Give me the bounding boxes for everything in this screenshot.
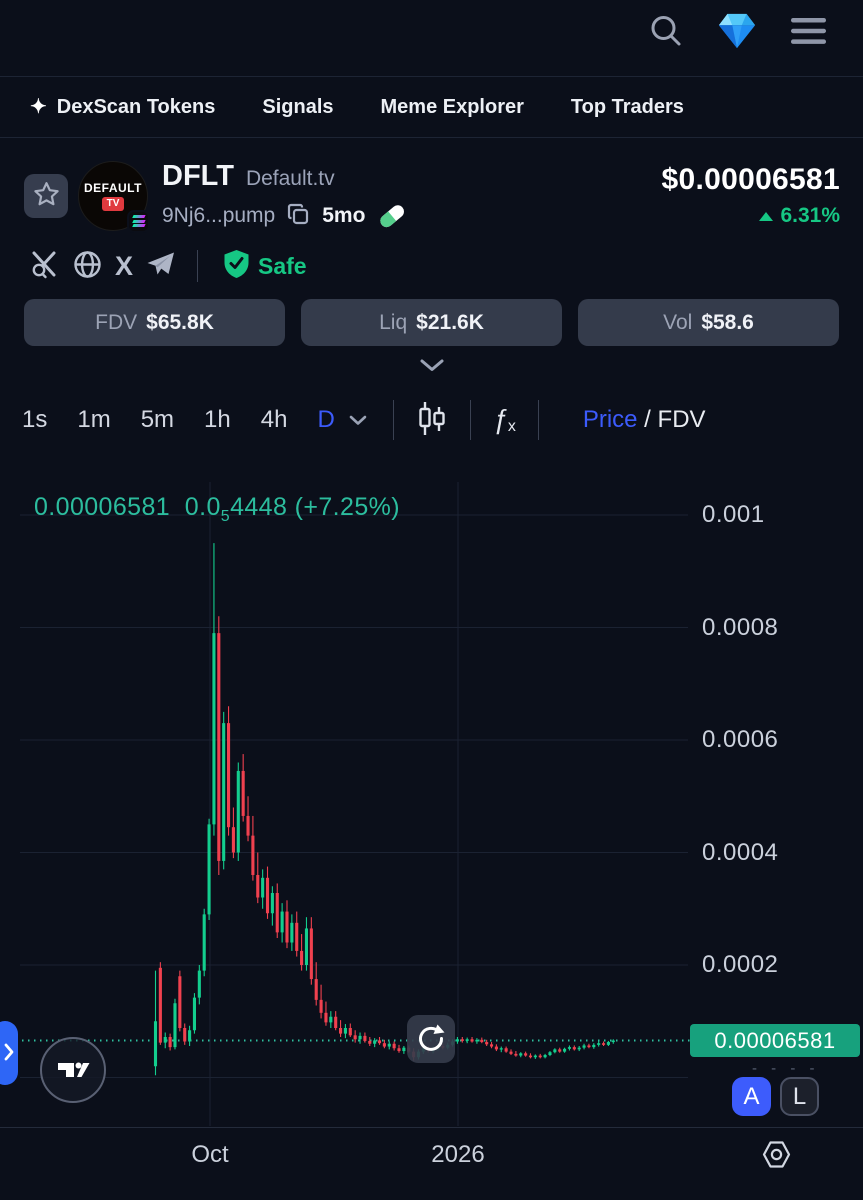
gem-diamond-icon bbox=[716, 11, 758, 54]
y-axis-tick: 0.0004 bbox=[702, 838, 779, 866]
reset-chart-button[interactable] bbox=[407, 1015, 455, 1063]
x-axis-line bbox=[0, 1127, 863, 1128]
chart-type-button[interactable] bbox=[416, 400, 448, 441]
faded-axis-marks: - - - - bbox=[752, 1060, 820, 1077]
chevron-down-icon bbox=[420, 359, 444, 375]
telegram-icon bbox=[146, 251, 176, 281]
chevron-right-icon bbox=[4, 1043, 14, 1064]
globe-icon bbox=[73, 250, 102, 282]
chart-settings-button[interactable] bbox=[761, 1140, 792, 1171]
x-twitter-icon: X bbox=[115, 250, 134, 281]
token-change-percent: 6.31% bbox=[780, 204, 840, 227]
shield-check-icon bbox=[223, 249, 250, 284]
telegram-button[interactable] bbox=[146, 251, 176, 281]
timeframe-dropdown-chevron-icon[interactable] bbox=[349, 415, 367, 426]
token-fullname: Default.tv bbox=[245, 167, 335, 190]
nav-item-dexscan-tokens[interactable]: ✦ DexScan Tokens bbox=[30, 96, 215, 119]
copy-address-button[interactable] bbox=[287, 203, 310, 229]
fdv-stat-pill[interactable]: FDV $65.8K bbox=[24, 299, 285, 346]
timeframe-4h[interactable]: 4h bbox=[260, 406, 288, 433]
nav-item-signals[interactable]: Signals bbox=[262, 95, 334, 118]
stats-row: FDV $65.8K Liq $21.6K Vol $58.6 bbox=[0, 299, 863, 346]
price-mode-toggle[interactable]: Price bbox=[582, 406, 638, 433]
copy-icon bbox=[287, 203, 310, 229]
token-logo-tv-text: TV bbox=[101, 196, 125, 211]
token-logo: DEFAULT TV bbox=[78, 160, 150, 233]
favorite-button[interactable] bbox=[24, 173, 68, 218]
nav-item-top-traders[interactable]: Top Traders bbox=[570, 95, 684, 118]
volume-stat-pill[interactable]: Vol $58.6 bbox=[578, 299, 839, 346]
x-axis-tick: Oct bbox=[191, 1141, 229, 1168]
solana-chain-icon bbox=[127, 209, 150, 233]
x-search-button[interactable] bbox=[30, 251, 60, 282]
menu-button[interactable] bbox=[790, 16, 827, 49]
token-logo-text: DEFAULT bbox=[84, 180, 142, 195]
y-axis-tick: 0.0008 bbox=[702, 613, 779, 641]
liquidity-stat-pill[interactable]: Liq $21.6K bbox=[301, 299, 562, 346]
safety-label: Safe bbox=[258, 252, 307, 279]
fdv-mode-toggle[interactable]: FDV bbox=[657, 406, 706, 433]
dexscan-icon: ✦ bbox=[30, 96, 47, 118]
timeframe-1m[interactable]: 1m bbox=[77, 406, 111, 433]
timeframe-1h[interactable]: 1h bbox=[204, 406, 231, 433]
website-button[interactable] bbox=[73, 250, 102, 282]
refresh-icon bbox=[416, 1023, 446, 1056]
auto-scale-button[interactable]: A bbox=[732, 1077, 771, 1116]
expand-stats-button[interactable] bbox=[420, 359, 444, 375]
chart-ohlc-legend: 0.00006581 0.054448 (+7.25%) bbox=[34, 493, 400, 525]
timeframe-1s[interactable]: 1s bbox=[22, 406, 48, 433]
nav-bar: ✦ DexScan Tokens Signals Meme Explorer T… bbox=[0, 76, 863, 138]
candlestick-icon bbox=[416, 400, 448, 441]
token-symbol: DFLT bbox=[162, 160, 234, 192]
search-icon bbox=[648, 13, 684, 52]
top-bar bbox=[0, 0, 863, 76]
safety-badge[interactable]: Safe bbox=[223, 249, 307, 284]
tradingview-logo[interactable] bbox=[40, 1037, 106, 1103]
social-row: X Safe bbox=[0, 249, 863, 284]
price-up-arrow-icon bbox=[759, 211, 774, 221]
divider bbox=[469, 400, 471, 440]
pill-icon bbox=[377, 201, 407, 231]
search-button[interactable] bbox=[648, 13, 684, 52]
log-scale-button[interactable]: L bbox=[780, 1077, 819, 1116]
y-axis-tick: 0.0006 bbox=[702, 726, 779, 753]
token-age: 5mo bbox=[322, 204, 366, 227]
token-header: DEFAULT TV DFLT Default.tv 9Nj6...pump 5… bbox=[0, 138, 863, 233]
gem-button[interactable] bbox=[716, 11, 758, 54]
x-axis-tick: 2026 bbox=[431, 1141, 485, 1168]
x-search-icon bbox=[30, 251, 60, 282]
divider bbox=[537, 400, 539, 440]
star-icon bbox=[33, 181, 60, 210]
y-axis-tick: 0.0002 bbox=[702, 951, 779, 978]
hamburger-menu-icon bbox=[790, 16, 827, 49]
side-drawer-handle[interactable] bbox=[0, 1021, 18, 1085]
token-address: 9Nj6...pump bbox=[162, 204, 276, 227]
nav-item-meme-explorer[interactable]: Meme Explorer bbox=[380, 95, 524, 118]
divider bbox=[392, 400, 394, 440]
current-price-axis-badge: 0.00006581 bbox=[690, 1024, 860, 1057]
divider bbox=[197, 250, 199, 282]
timeframe-selected-d[interactable]: D bbox=[317, 406, 335, 433]
y-axis-tick: 0.001 bbox=[702, 501, 765, 528]
twitter-button[interactable]: X bbox=[115, 250, 134, 281]
hexagon-gear-icon bbox=[761, 1139, 792, 1173]
timeframe-5m[interactable]: 5m bbox=[140, 406, 175, 433]
token-price: $0.00006581 bbox=[661, 163, 840, 196]
nav-item-label: DexScan Tokens bbox=[56, 95, 216, 118]
